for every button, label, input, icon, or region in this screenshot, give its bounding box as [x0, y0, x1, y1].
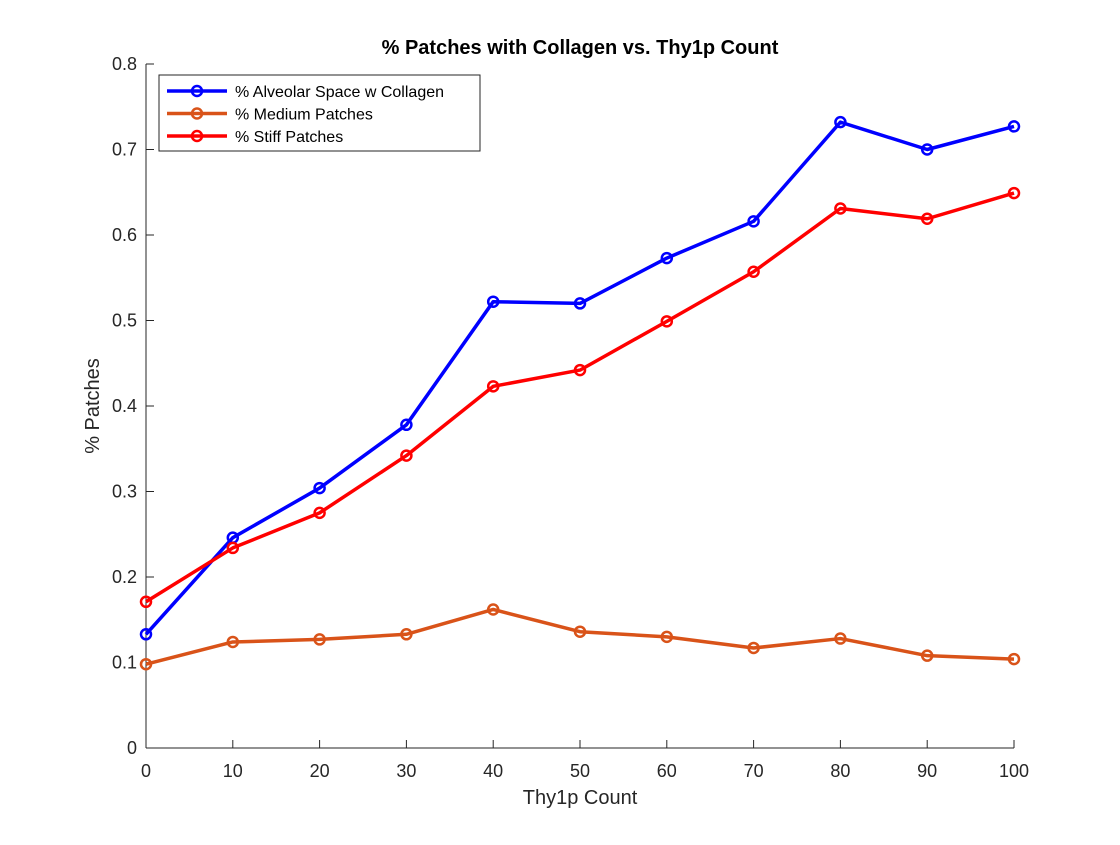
- data-point: [400, 449, 413, 462]
- x-tick-label: 90: [917, 761, 937, 781]
- legend: % Alveolar Space w Collagen % Medium Patc…: [158, 74, 481, 152]
- data-point: [226, 635, 240, 649]
- data-point: [486, 603, 500, 616]
- x-tick-label: 50: [570, 761, 590, 781]
- data-point: [313, 506, 326, 520]
- axes: 0 10 20 30 40 50 60 70 80 90 100 0 0.1 0.2 0.3 0.4 0.5 0.…: [112, 54, 1029, 781]
- data-point: [573, 625, 587, 638]
- y-tick-label: 0.4: [112, 396, 137, 416]
- x-axis-label: Thy1p Count: [523, 787, 638, 809]
- y-tick-label: 0.2: [112, 567, 137, 587]
- data-point: [834, 115, 847, 129]
- data-point: [573, 297, 587, 310]
- data-point: [1007, 652, 1021, 666]
- series-1: [139, 115, 1021, 641]
- y-axis-label: % Patches: [82, 358, 104, 454]
- x-tick-label: 60: [657, 761, 677, 781]
- data-point: [313, 481, 326, 495]
- y-tick-label: 0.7: [112, 140, 137, 160]
- data-point: [747, 265, 760, 279]
- data-point: [747, 215, 760, 228]
- data-point: [920, 212, 934, 226]
- data-point: [573, 363, 587, 377]
- series-line: [144, 120, 1015, 636]
- x-tick-label: 0: [141, 761, 151, 781]
- legend-label: % Alveolar Space w Collagen: [235, 84, 444, 101]
- legend-box: [158, 74, 481, 152]
- y-tick-label: 0.1: [112, 653, 137, 673]
- data-point: [139, 628, 153, 641]
- x-tick-label: 70: [744, 761, 764, 781]
- x-tick-label: 20: [310, 761, 330, 781]
- x-tick-label: 100: [999, 761, 1029, 781]
- data-point: [1007, 186, 1021, 200]
- data-point: [400, 628, 413, 641]
- data-point: [920, 649, 934, 662]
- data-point: [834, 202, 847, 215]
- y-tick-label: 0.8: [112, 54, 137, 74]
- series-2: [139, 603, 1021, 671]
- series-line: [145, 191, 1015, 604]
- data-point: [486, 380, 500, 393]
- data-point: [400, 418, 413, 432]
- y-tick-label: 0.5: [112, 311, 137, 331]
- data-point: [486, 295, 500, 308]
- y-tick-label: 0.6: [112, 225, 137, 245]
- legend-item: % Medium Patches: [167, 107, 373, 124]
- x-tick-label: 80: [830, 761, 850, 781]
- data-point: [1007, 120, 1021, 133]
- series-3: [139, 186, 1021, 609]
- data-point: [313, 633, 326, 646]
- data-point: [139, 595, 153, 609]
- legend-label: % Stiff Patches: [235, 129, 343, 146]
- data-point: [747, 641, 760, 655]
- data-point: [920, 143, 934, 156]
- legend-item: % Stiff Patches: [167, 129, 343, 146]
- chart-title: % Patches with Collagen vs. Thy1p Count: [382, 37, 779, 59]
- data-point: [660, 315, 674, 328]
- data-point: [834, 632, 847, 645]
- legend-swatch-marker: [190, 84, 204, 98]
- series-group: [139, 115, 1021, 671]
- data-point: [660, 630, 674, 644]
- legend-swatch-marker: [190, 107, 204, 120]
- data-point: [139, 657, 153, 671]
- data-point: [660, 251, 674, 265]
- series-line: [145, 607, 1015, 666]
- legend-label: % Medium Patches: [235, 107, 373, 124]
- x-tick-label: 40: [483, 761, 503, 781]
- x-tick-label: 30: [396, 761, 416, 781]
- data-point: [226, 541, 240, 555]
- legend-item: % Alveolar Space w Collagen: [167, 84, 444, 101]
- y-tick-label: 0: [127, 738, 137, 758]
- y-tick-label: 0.3: [112, 482, 137, 502]
- legend-swatch-marker: [190, 129, 204, 143]
- x-tick-label: 10: [223, 761, 243, 781]
